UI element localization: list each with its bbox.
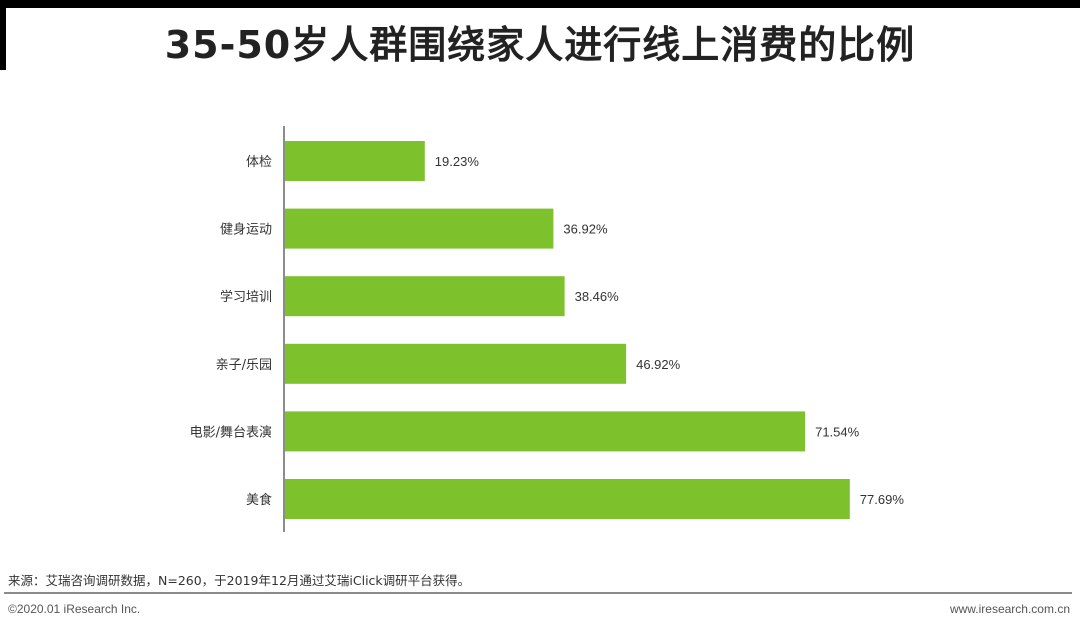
bar — [285, 141, 425, 181]
category-label: 学习培训 — [220, 289, 272, 305]
bar — [285, 343, 627, 384]
value-label: 19.23% — [435, 154, 480, 169]
value-label: 38.46% — [575, 289, 620, 304]
category-label: 美食 — [246, 492, 272, 508]
source-note: 来源：艾瑞咨询调研数据，N=260，于2019年12月通过艾瑞iClick调研平… — [8, 573, 471, 588]
chart-title: 35-50岁人群围绕家人进行线上消费的比例 — [164, 23, 916, 67]
bar — [285, 479, 850, 519]
bar-chart: 体检 19.23% 健身运动 36.92% 学习培训 38.46% 亲子/乐园 46.92% 电… — [190, 126, 905, 532]
bar — [285, 208, 554, 249]
bar — [285, 276, 565, 317]
category-label: 电影/舞台表演 — [190, 424, 272, 440]
value-label: 77.69% — [860, 492, 905, 507]
category-label: 健身运动 — [220, 222, 272, 238]
value-label: 36.92% — [563, 222, 608, 237]
value-label: 46.92% — [636, 357, 681, 372]
website-text: www.iresearch.com.cn — [949, 602, 1070, 616]
footer-divider — [4, 592, 1072, 594]
category-label: 亲子/乐园 — [216, 358, 272, 373]
category-label: 体检 — [246, 155, 272, 170]
top-border — [0, 0, 1080, 8]
copyright-text: ©2020.01 iResearch Inc. — [8, 602, 141, 616]
left-border — [0, 0, 6, 70]
value-label: 71.54% — [815, 424, 860, 439]
bar — [285, 411, 806, 452]
